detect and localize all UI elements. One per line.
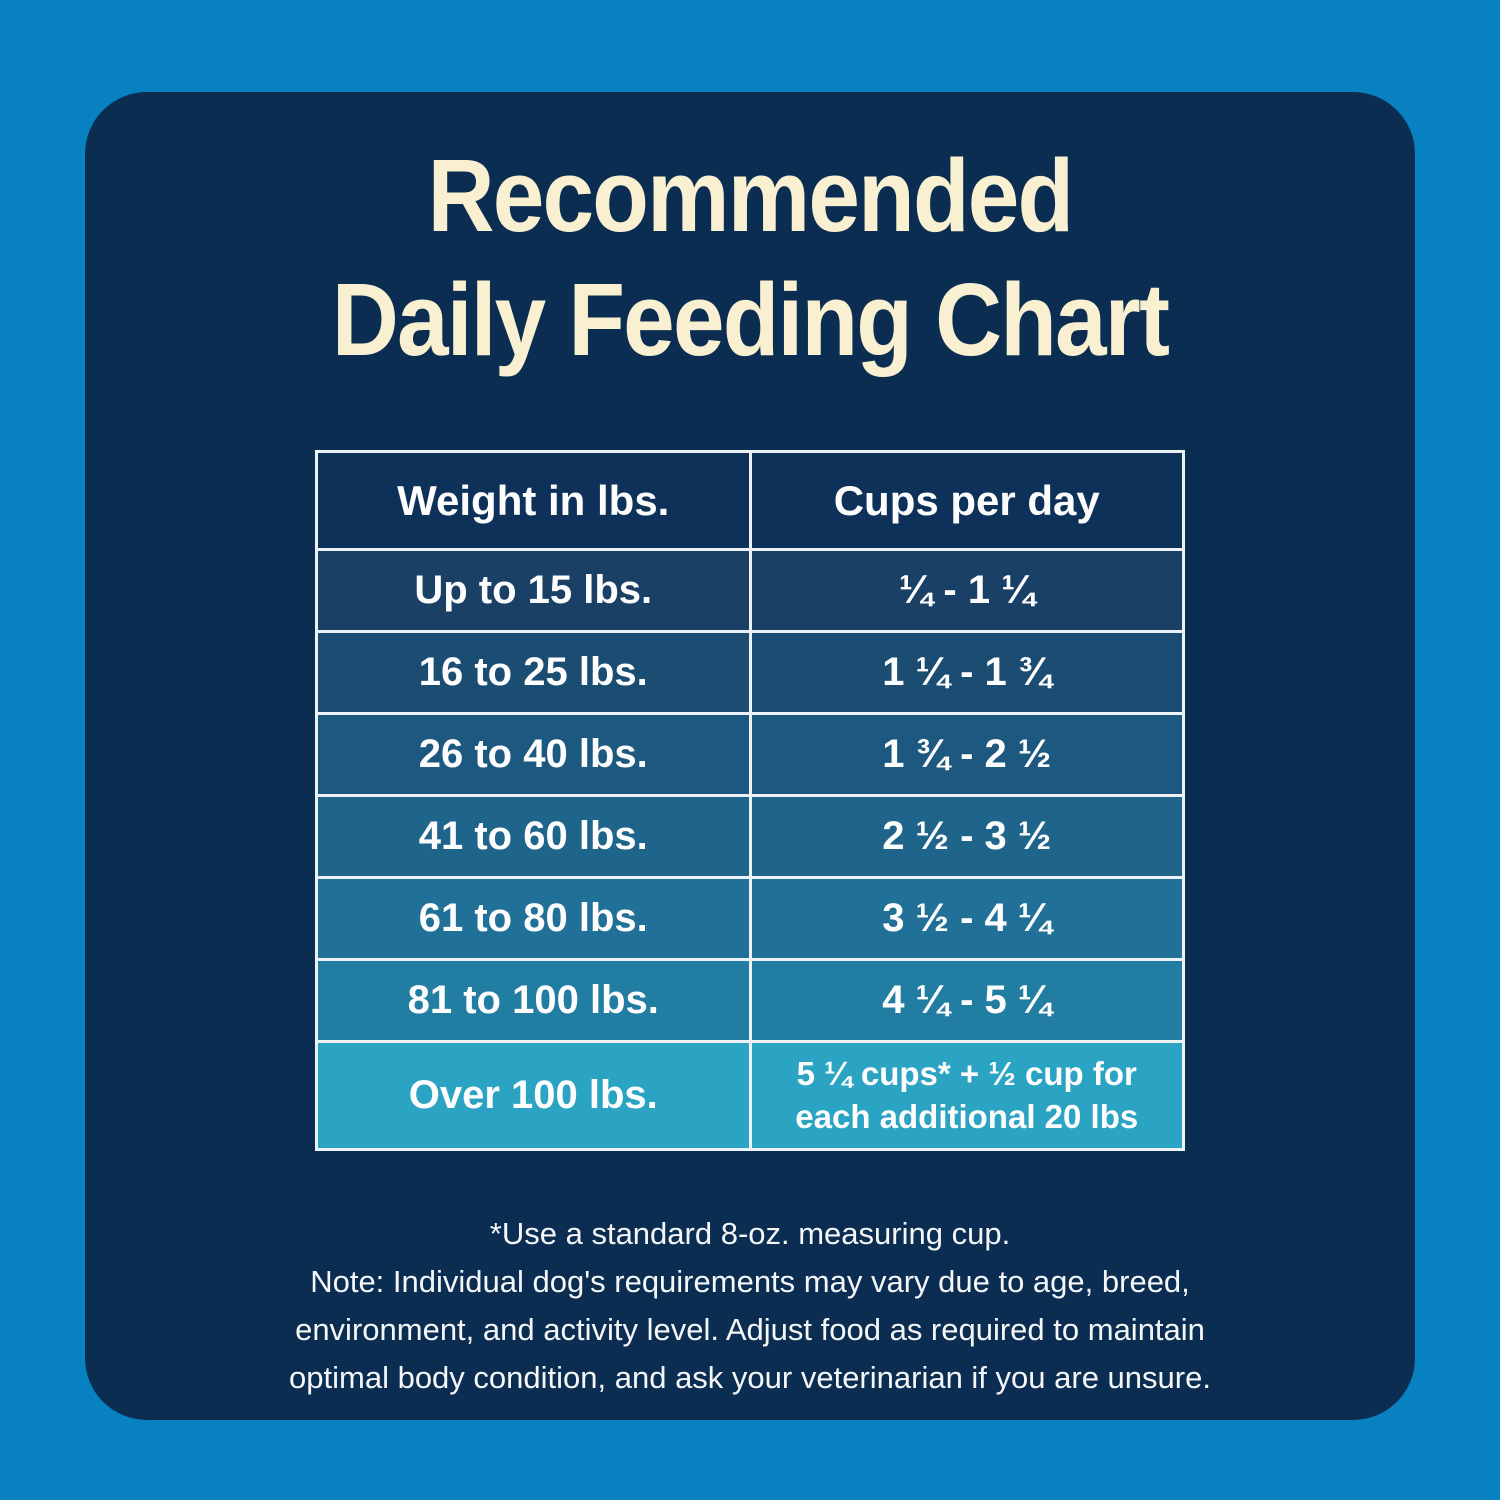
disclaimer-note: Note: Individual dog's requirements may … bbox=[289, 1264, 1211, 1396]
row-7-weight: Over 100 lbs. bbox=[318, 1043, 749, 1148]
column-header-weight: Weight in lbs. bbox=[318, 453, 749, 548]
footnote: *Use a standard 8-oz. measuring cup. Not… bbox=[85, 1210, 1415, 1402]
row-1-weight: Up to 15 lbs. bbox=[318, 551, 749, 630]
row-2-cups: 1 ¼ - 1 ¾ bbox=[751, 633, 1182, 712]
row-5-weight: 61 to 80 lbs. bbox=[318, 879, 749, 958]
feeding-table: Weight in lbs. Cups per day Up to 15 lbs… bbox=[315, 450, 1185, 1151]
measuring-cup-note: *Use a standard 8-oz. measuring cup. bbox=[489, 1216, 1011, 1251]
row-1-cups: ¼ - 1 ¼ bbox=[751, 551, 1182, 630]
title-line-1: Recommended bbox=[427, 138, 1075, 253]
row-3-cups: 1 ¾ - 2 ½ bbox=[751, 715, 1182, 794]
page-title: Recommended Daily Feeding Chart bbox=[152, 134, 1349, 381]
row-7-cups: 5 ¼ cups* + ½ cup for each additional 20… bbox=[751, 1043, 1182, 1148]
feeding-chart-card: Recommended Daily Feeding Chart Weight i… bbox=[85, 92, 1415, 1420]
row-4-cups: 2 ½ - 3 ½ bbox=[751, 797, 1182, 876]
row-2-weight: 16 to 25 lbs. bbox=[318, 633, 749, 712]
row-3-weight: 26 to 40 lbs. bbox=[318, 715, 749, 794]
column-header-cups: Cups per day bbox=[751, 453, 1182, 548]
row-6-weight: 81 to 100 lbs. bbox=[318, 961, 749, 1040]
row-4-weight: 41 to 60 lbs. bbox=[318, 797, 749, 876]
row-6-cups: 4 ¼ - 5 ¼ bbox=[751, 961, 1182, 1040]
title-line-2: Daily Feeding Chart bbox=[331, 261, 1170, 377]
row-5-cups: 3 ½ - 4 ¼ bbox=[751, 879, 1182, 958]
